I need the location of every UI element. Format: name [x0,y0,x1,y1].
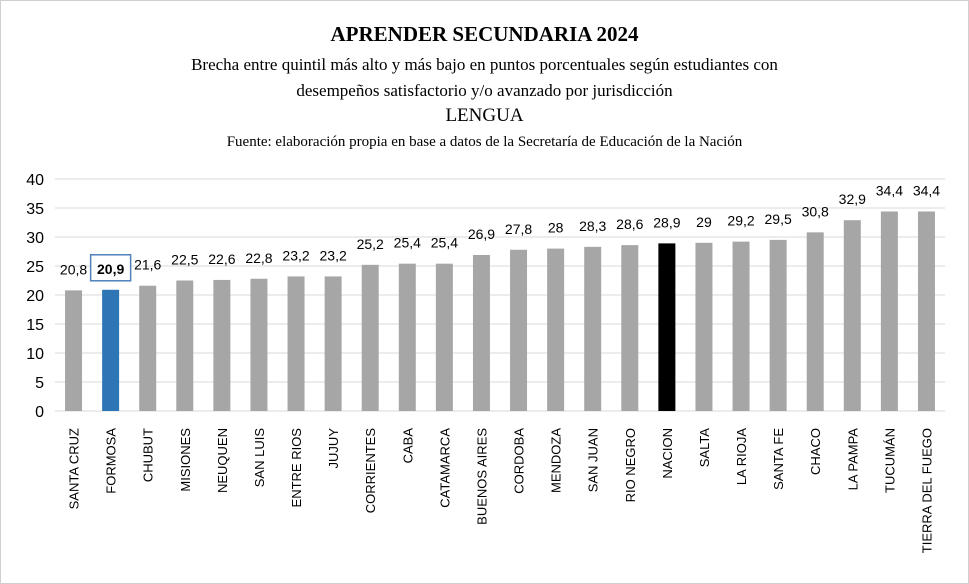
y-tick-label: 40 [26,172,44,189]
category-label: CHUBUT [141,428,156,482]
highlight-label-box [89,254,132,282]
value-label: 32,9 [839,191,866,207]
category-label: CORDOBA [512,428,527,494]
category-label: BUENOS AIRES [474,428,489,525]
value-label: 27,8 [505,221,532,237]
chart-subtitle-line1: Brecha entre quintil más alto y más bajo… [191,55,778,74]
chart-source: Fuente: elaboración propia en base a dat… [226,134,743,150]
bar [176,280,194,411]
value-label: 23,2 [320,247,347,263]
category-label: MENDOZA [549,428,564,493]
bar [102,289,120,411]
category-label: LA RIOJA [734,428,749,485]
value-label: 25,4 [394,235,421,251]
chart-title: APRENDER SECUNDARIA 2024 [330,22,639,46]
bar [65,290,83,411]
value-label: 22,5 [171,252,198,268]
value-label: 29 [696,214,712,230]
y-tick-label: 0 [35,404,44,421]
bar [732,241,750,411]
y-tick-label: 15 [26,317,44,334]
category-label: NACION [660,428,675,479]
bar [398,263,416,411]
chart-subject: LENGUA [445,105,524,126]
value-label: 28 [548,220,564,236]
bar [547,248,565,411]
category-label: TIERRA DEL FUEGO [919,428,934,553]
bar [250,278,268,411]
bar [658,243,676,411]
category-label: TUCUMÁN [882,428,897,493]
bar [880,211,898,411]
category-label: SANTA FE [771,428,786,490]
value-label: 23,2 [282,247,309,263]
value-label: 34,4 [876,182,903,198]
bar [843,220,861,411]
category-label: NEUQUEN [215,428,230,493]
category-label: RIO NEGRO [623,428,638,502]
category-label: SALTA [697,428,712,468]
category-label: MISIONES [178,428,193,492]
bar [213,279,231,411]
value-label: 21,6 [134,257,161,273]
category-label: SANTA CRUZ [67,428,82,509]
category-label: CABA [400,428,415,464]
y-tick-label: 20 [26,288,44,305]
bar [769,239,787,411]
y-tick-label: 5 [35,375,44,392]
value-label: 20,8 [60,261,87,277]
value-label: 22,6 [208,251,235,267]
category-label: LA PAMPA [845,428,860,491]
y-tick-label: 35 [26,201,44,218]
value-label: 25,4 [431,235,458,251]
bar [435,263,453,411]
value-label: 26,9 [468,226,495,242]
bar [139,285,157,411]
category-label: CORRIENTES [363,428,378,514]
bar [621,245,639,411]
category-label: CHACO [808,428,823,475]
bar [917,211,935,411]
value-label: 28,9 [653,214,680,230]
chart-subtitle: Brecha entre quintil más alto y más bajo… [0,52,969,104]
category-label: FORMOSA [104,428,119,494]
bar [287,276,305,411]
category-label: SAN JUAN [586,428,601,492]
y-tick-label: 10 [26,346,44,363]
value-label: 29,5 [765,211,792,227]
bar [361,264,379,411]
bar [806,232,824,411]
value-label: 28,6 [616,216,643,232]
category-label: CATAMARCA [437,428,452,508]
value-label: 20,9 [97,261,124,277]
value-label: 25,2 [357,236,384,252]
category-label: ENTRE RIOS [289,428,304,508]
category-label: SAN LUIS [252,428,267,488]
bar [695,242,713,411]
y-tick-label: 25 [26,259,44,276]
chart-subtitle-line2: desempeños satisfactorio y/o avanzado po… [296,81,673,100]
y-tick-label: 30 [26,230,44,247]
value-label: 29,2 [727,213,754,229]
value-label: 22,8 [245,250,272,266]
value-label: 30,8 [802,203,829,219]
value-label: 28,3 [579,218,606,234]
value-label: 34,4 [913,182,940,198]
bar [324,276,342,411]
category-label: JUJUY [326,428,341,469]
bar [472,254,490,411]
bar [584,246,602,411]
bar [510,249,528,411]
